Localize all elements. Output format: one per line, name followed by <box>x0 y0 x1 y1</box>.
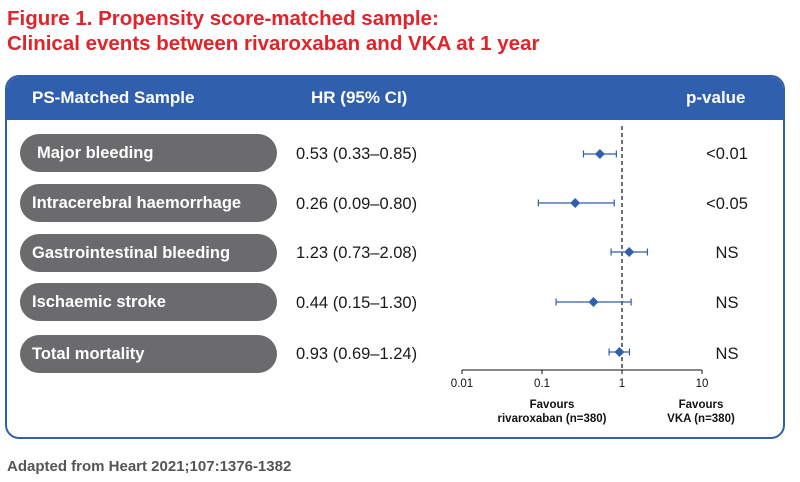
figure-title-line2: Clinical events between rivaroxaban and … <box>7 32 540 55</box>
row-label-intracerebral: Intracerebral haemorrhage <box>20 184 277 222</box>
row-hr-major-bleeding: 0.53 (0.33–0.85) <box>296 145 418 163</box>
favours-rivaroxaban-label: rivaroxaban (n=380) <box>498 413 607 425</box>
header-sample: PS-Matched Sample <box>32 88 195 107</box>
row-hr-intracerebral: 0.26 (0.09–0.80) <box>296 195 418 213</box>
results-panel: PS-Matched Sample HR (95% CI) p-value Ma… <box>5 75 785 439</box>
row-hr-gastrointestinal: 1.23 (0.73–2.08) <box>296 244 418 262</box>
row-label-ischaemic-stroke: Ischaemic stroke <box>20 283 277 321</box>
x-tick-label: 10 <box>696 378 709 390</box>
figure-title-line1: Figure 1. Propensity score-matched sampl… <box>7 7 439 30</box>
row-p-gastrointestinal: NS <box>715 244 739 262</box>
row-p-major-bleeding: <0.01 <box>706 145 748 163</box>
row-label-gastrointestinal: Gastrointestinal bleeding <box>20 234 277 272</box>
source-footnote: Adapted from Heart 2021;107:1376-1382 <box>7 458 292 475</box>
row-label-total-mortality: Total mortality <box>20 335 277 373</box>
row-p-total-mortality: NS <box>715 345 739 363</box>
row-p-intracerebral: <0.05 <box>706 195 748 213</box>
hr-point-marker <box>614 347 625 357</box>
hr-point-marker <box>588 297 599 307</box>
hr-point-marker <box>570 198 581 208</box>
x-tick-label: 1 <box>619 378 625 390</box>
favours-rivaroxaban-label: Favours <box>530 399 575 411</box>
header-hr: HR (95% CI) <box>311 88 408 107</box>
table-header: PS-Matched Sample HR (95% CI) p-value <box>7 77 783 120</box>
figure-title: Figure 1. Propensity score-matched sampl… <box>7 6 539 56</box>
favours-vka-label: Favours <box>679 399 724 411</box>
x-tick-label: 0.1 <box>534 378 550 390</box>
hr-point-marker <box>624 247 635 257</box>
hr-point-marker <box>594 149 605 159</box>
row-hr-total-mortality: 0.93 (0.69–1.24) <box>296 345 418 363</box>
row-label-major-bleeding: Major bleeding <box>20 134 277 172</box>
favours-vka-label: VKA (n=380) <box>667 413 735 425</box>
x-tick-label: 0.01 <box>451 378 473 390</box>
row-hr-ischaemic-stroke: 0.44 (0.15–1.30) <box>296 294 418 312</box>
header-pvalue: p-value <box>686 88 746 107</box>
row-p-ischaemic-stroke: NS <box>715 294 739 312</box>
forest-plot: 0.01 0.1 1 10 Favours rivaroxaban (n=380) Favo… <box>451 126 735 425</box>
